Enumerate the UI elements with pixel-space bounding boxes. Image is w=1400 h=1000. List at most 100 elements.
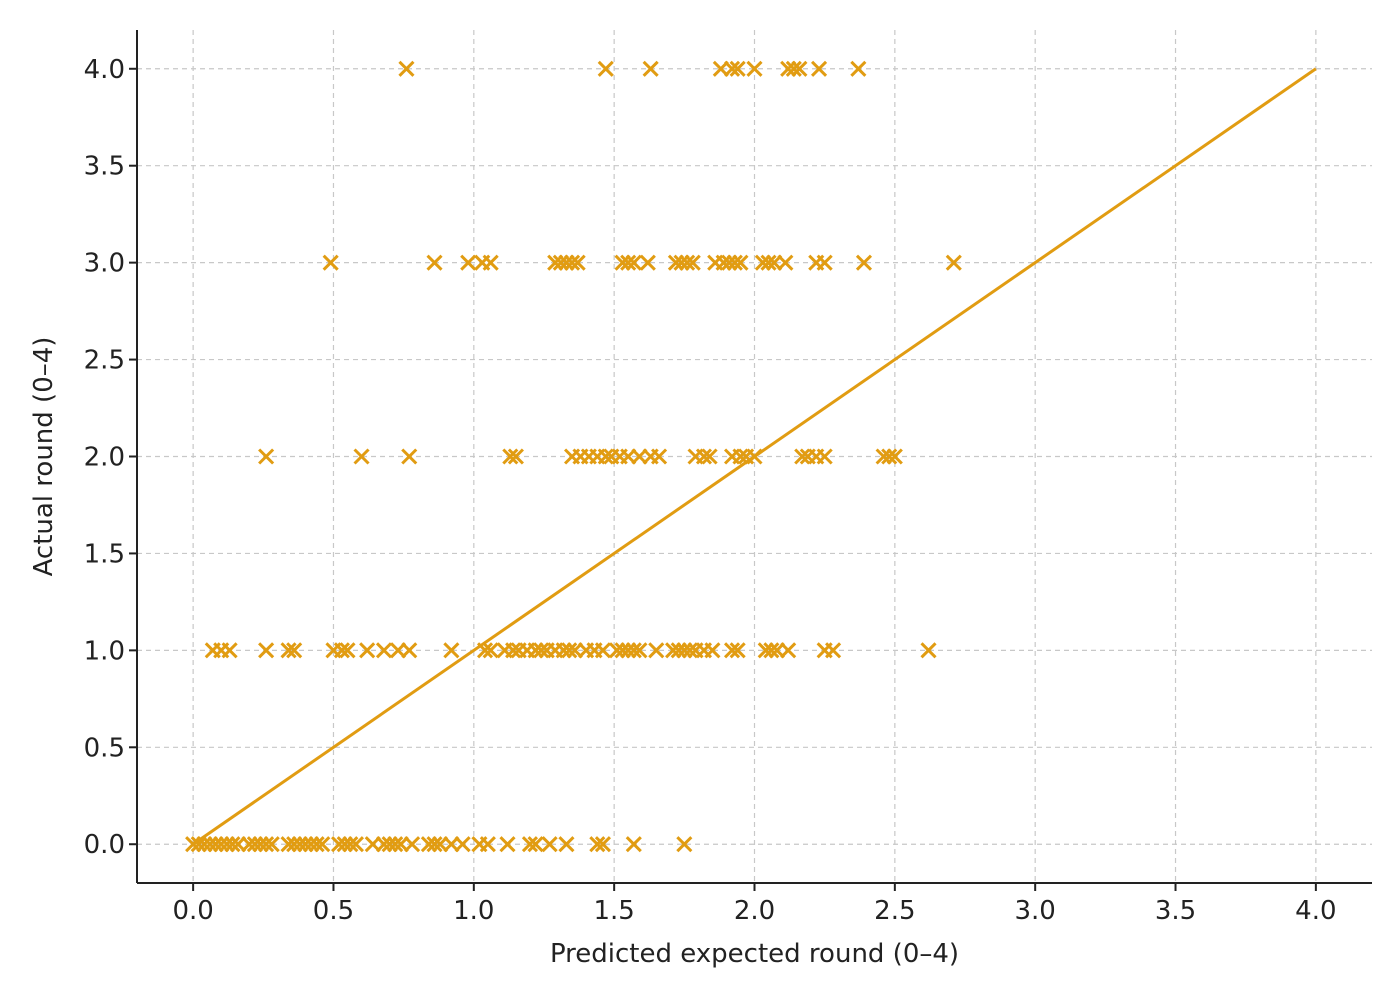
y-tick-label: 3.5	[84, 152, 125, 182]
data-point-x-marker	[676, 836, 693, 853]
data-point-x-marker	[541, 836, 558, 853]
data-point-x-marker	[308, 836, 325, 853]
data-point-x-marker	[460, 254, 477, 271]
data-point-x-marker	[359, 642, 376, 659]
data-point-x-marker	[476, 642, 494, 659]
y-tick-label: 4.0	[84, 55, 125, 85]
data-point-x-marker	[597, 60, 614, 77]
y-tick-label: 0.0	[84, 830, 125, 860]
data-point-x-marker	[855, 254, 873, 271]
x-tick-label: 4.0	[1295, 896, 1336, 926]
data-point-x-marker	[443, 642, 460, 659]
data-point-x-marker	[569, 254, 586, 271]
data-point-x-marker	[533, 642, 550, 659]
data-point-x-marker	[375, 642, 393, 659]
data-point-x-marker	[723, 642, 741, 659]
data-point-x-marker	[482, 254, 499, 271]
data-point-x-marker	[482, 642, 499, 659]
data-point-x-marker	[620, 254, 637, 271]
data-point-x-marker	[426, 254, 443, 271]
data-point-x-marker	[631, 642, 648, 659]
data-point-x-marker	[286, 642, 303, 659]
data-point-x-marker	[404, 836, 421, 853]
x-axis-ticks: 0.0 0.5 1.0 1.5 2.0 2.5 3.0 3.5 4.0	[172, 883, 1337, 926]
data-point-x-marker	[502, 448, 519, 465]
data-point-x-marker	[881, 448, 898, 465]
data-point-x-marker	[651, 448, 668, 465]
data-point-x-marker	[507, 448, 524, 465]
y-axis-ticks: 0.0 0.5 1.0 1.5 2.0 2.5 3.0 3.5 4.0	[84, 55, 137, 860]
data-point-x-marker	[777, 254, 794, 271]
y-tick-label: 1.0	[84, 636, 125, 666]
data-point-x-marker	[589, 836, 606, 853]
data-point-x-marker	[746, 448, 763, 465]
x-axis-label: Predicted expected round (0–4)	[550, 939, 959, 969]
data-point-x-marker	[401, 448, 418, 465]
data-point-x-marker	[342, 836, 359, 853]
data-point-x-marker	[816, 254, 833, 271]
data-point-x-marker	[723, 60, 741, 77]
data-point-x-marker	[594, 836, 611, 853]
data-point-x-marker	[258, 836, 275, 853]
y-tick-label: 0.5	[84, 733, 125, 763]
y-axis-label: Actual round (0–4)	[29, 337, 59, 577]
data-point-x-marker	[333, 642, 350, 659]
data-point-x-marker	[221, 642, 238, 659]
data-point-x-marker	[920, 642, 937, 659]
data-points	[185, 60, 962, 853]
data-point-x-marker	[594, 642, 611, 659]
data-point-x-marker	[339, 642, 356, 659]
data-point-x-marker	[258, 448, 275, 465]
data-point-x-marker	[760, 254, 777, 271]
grid-lines	[137, 30, 1372, 883]
data-point-x-marker	[499, 836, 516, 853]
data-point-x-marker	[527, 836, 544, 853]
data-point-x-marker	[625, 642, 642, 659]
data-point-x-marker	[322, 254, 339, 271]
data-point-x-marker	[850, 60, 867, 77]
data-point-x-marker	[791, 60, 808, 77]
data-point-x-marker	[794, 448, 811, 465]
data-point-x-marker	[679, 254, 696, 271]
data-point-x-marker	[561, 642, 578, 659]
x-tick-label: 2.5	[874, 896, 915, 926]
x-tick-label: 3.5	[1155, 896, 1196, 926]
data-point-x-marker	[729, 60, 746, 77]
data-point-x-marker	[563, 254, 581, 271]
data-point-x-marker	[454, 836, 471, 853]
data-point-x-marker	[684, 254, 701, 271]
data-point-x-marker	[280, 642, 297, 659]
data-point-x-marker	[780, 642, 797, 659]
data-point-x-marker	[746, 60, 763, 77]
y-tick-label: 2.0	[84, 443, 125, 473]
data-point-x-marker	[825, 642, 842, 659]
data-point-x-marker	[258, 642, 275, 659]
data-point-x-marker	[681, 642, 699, 659]
data-point-x-marker	[625, 836, 642, 853]
data-point-x-marker	[401, 642, 418, 659]
x-tick-label: 3.0	[1015, 896, 1056, 926]
data-point-x-marker	[625, 254, 642, 271]
x-tick-label: 1.5	[593, 896, 634, 926]
data-point-x-marker	[314, 836, 331, 853]
data-point-x-marker	[597, 448, 614, 465]
data-point-x-marker	[347, 836, 364, 853]
data-point-x-marker	[224, 836, 241, 853]
data-point-x-marker	[732, 448, 749, 465]
data-point-x-marker	[648, 642, 665, 659]
x-tick-label: 0.5	[313, 896, 354, 926]
data-point-x-marker	[763, 642, 780, 659]
data-point-x-marker	[521, 836, 539, 853]
data-point-x-marker	[353, 448, 370, 465]
data-point-x-marker	[945, 254, 962, 271]
data-point-x-marker	[398, 60, 415, 77]
data-point-x-marker	[732, 254, 749, 271]
y-tick-label: 1.5	[84, 539, 125, 569]
data-point-x-marker	[642, 60, 659, 77]
y-tick-label: 2.5	[84, 346, 125, 376]
data-point-x-marker	[263, 836, 280, 853]
x-tick-label: 0.0	[172, 896, 213, 926]
data-point-x-marker	[479, 836, 496, 853]
y-tick-label: 3.0	[84, 249, 125, 279]
